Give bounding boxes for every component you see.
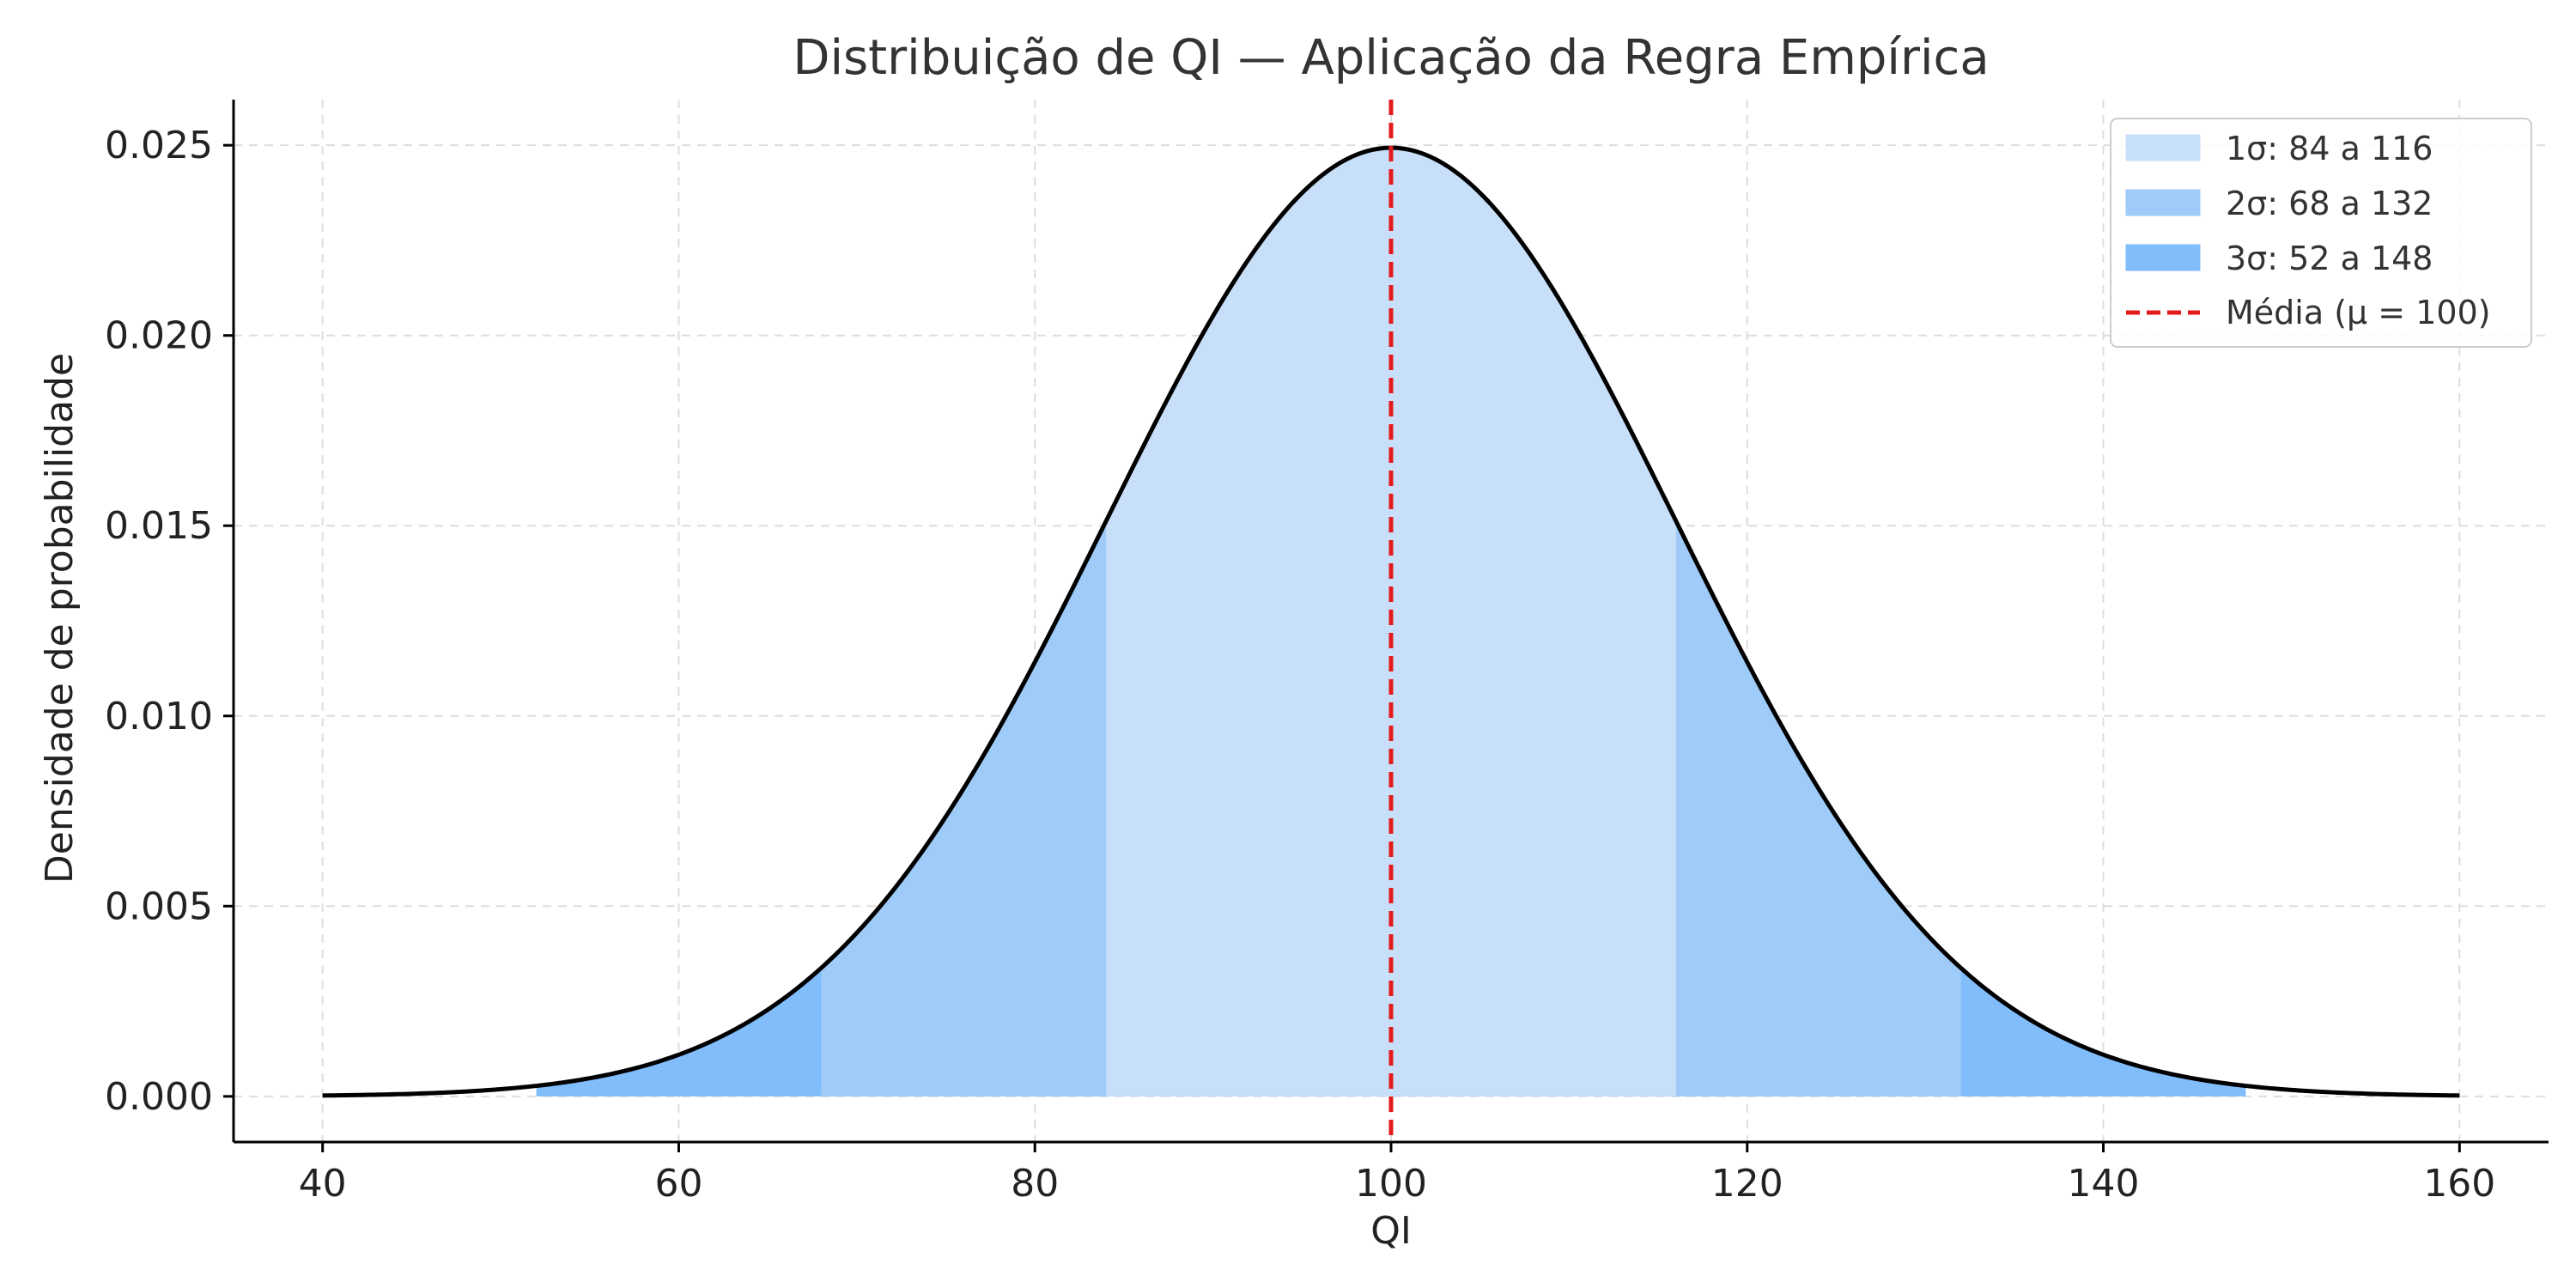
y-axis-label: Densidade de probabilidade [38, 353, 82, 884]
x-tick-label: 100 [1355, 1162, 1427, 1206]
y-tick-label: 0.025 [105, 124, 213, 167]
y-tick-label: 0.015 [105, 504, 213, 548]
ticks: 40 60 80 100 120 140 160 0.000 0.005 0.010 0.015 0.… [105, 124, 2495, 1206]
x-tick-label: 160 [2423, 1162, 2495, 1206]
x-tick-label: 140 [2068, 1162, 2140, 1206]
legend-label-3sigma: 3σ: 52 a 148 [2226, 240, 2433, 277]
chart-title: Distribuição de QI — Aplicação da Regra … [793, 30, 1989, 86]
y-tick-label: 0.010 [105, 695, 213, 738]
legend-frame [2110, 118, 2532, 348]
y-tick-label: 0.005 [105, 884, 213, 928]
legend-swatch-3sigma [2125, 244, 2201, 271]
legend-swatch-1sigma [2125, 134, 2201, 161]
x-tick-label: 80 [1011, 1162, 1059, 1206]
legend-label-1sigma: 1σ: 84 a 116 [2226, 130, 2433, 167]
y-tick-label: 0.000 [105, 1075, 213, 1119]
x-tick-label: 60 [654, 1162, 702, 1206]
x-tick-label: 120 [1711, 1162, 1783, 1206]
x-axis-label: QI [1370, 1209, 1412, 1253]
legend-label-mean: Média (μ = 100) [2226, 294, 2491, 331]
y-tick-label: 0.020 [105, 314, 213, 358]
x-tick-label: 40 [299, 1162, 347, 1206]
legend-label-2sigma: 2σ: 68 a 132 [2226, 185, 2433, 222]
legend: 1σ: 84 a 116 2σ: 68 a 132 3σ: 52 a 148 M… [2110, 118, 2532, 348]
legend-swatch-2sigma [2125, 189, 2201, 216]
